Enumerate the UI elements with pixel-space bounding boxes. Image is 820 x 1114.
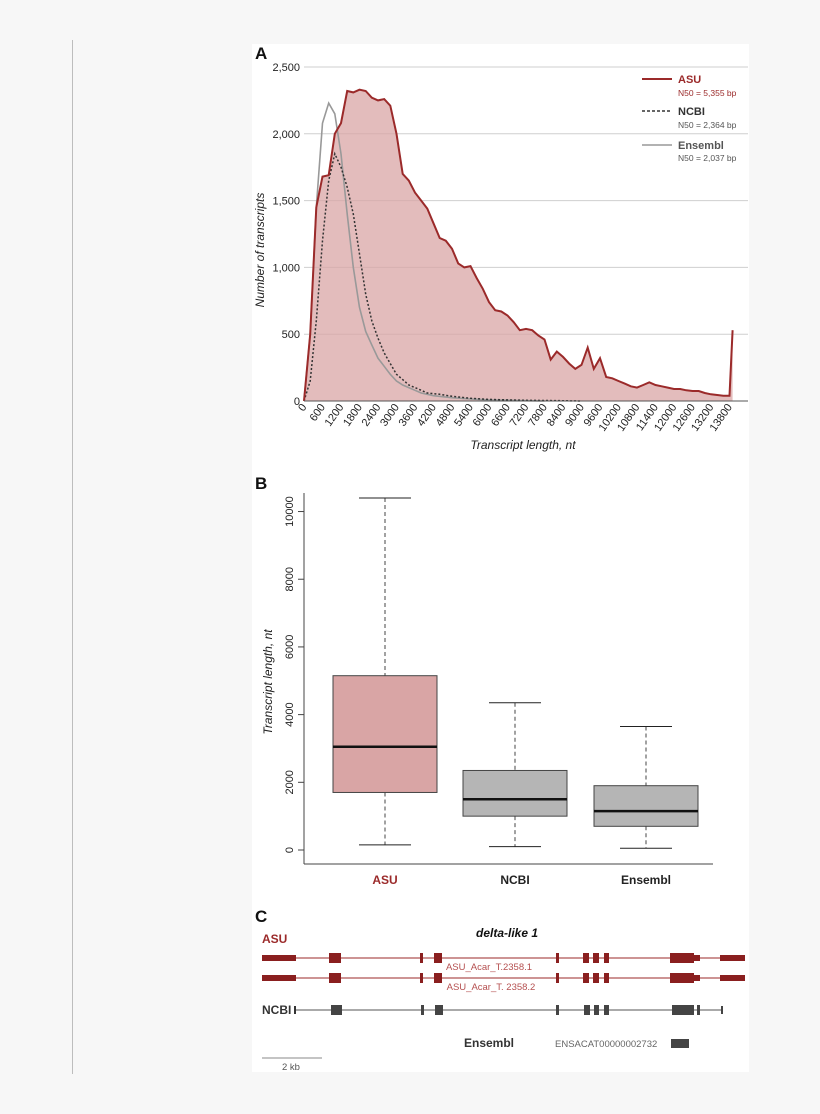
panel-a-xlabel: Transcript length, nt: [470, 438, 576, 452]
legend-ensembl-name: Ensembl: [678, 140, 724, 152]
panel-a-ylabel: Number of transcripts: [253, 193, 267, 308]
category-ncbi: NCBI: [500, 873, 529, 887]
xtick-a-9000: 9000: [563, 402, 587, 429]
gene-asu-label: ASU: [262, 932, 287, 946]
xtick-a-7200: 7200: [508, 402, 532, 429]
asu-line: [303, 88, 734, 402]
panel-b-ylabel: Transcript length, nt: [261, 629, 275, 735]
xtick-a-6600: 6600: [489, 402, 513, 429]
ytick-b-2000: 2000: [284, 770, 296, 794]
ytick-b-4000: 4000: [284, 702, 296, 726]
panel-b-boxes: [332, 497, 699, 849]
legend-ncbi-name: NCBI: [678, 106, 705, 118]
panel-b-categories: ASU NCBI Ensembl: [372, 873, 671, 887]
ncbi-line: [303, 151, 582, 402]
ytick-b-0: 0: [284, 847, 296, 853]
asu-area: [304, 89, 733, 401]
ytick-a-2500: 2,500: [272, 62, 300, 74]
ensembl-transcript-track: [671, 1039, 689, 1048]
panel-a-series: [303, 88, 734, 402]
xtick-a-2400: 2400: [360, 402, 384, 429]
xtick-a-3000: 3000: [378, 402, 402, 429]
ytick-a-0: 0: [294, 396, 300, 408]
panel-c-label: C: [255, 907, 267, 926]
xtick-a-4800: 4800: [434, 402, 458, 429]
xtick-a-1200: 1200: [323, 402, 347, 429]
asu-transcript-1-track: [262, 953, 745, 963]
page-divider-line: [72, 40, 73, 1074]
xtick-a-3600: 3600: [397, 402, 421, 429]
asu-transcript-1-label: ASU_Acar_T.2358.1: [446, 962, 532, 973]
legend-asu-n50: N50 = 5,355 bp: [678, 88, 737, 98]
box-asu: [332, 675, 438, 793]
gene-ensembl-label: Ensembl: [464, 1036, 514, 1050]
box-ensembl: [593, 785, 699, 827]
category-asu: ASU: [372, 873, 397, 887]
ytick-a-1000: 1,000: [272, 262, 300, 274]
panel-b-y-ticks: 0 2000 4000 6000 8000 10000: [284, 496, 304, 853]
panel-a-x-ticks: 0600120018002400300036004200480054006000…: [296, 402, 735, 434]
xtick-a-7800: 7800: [526, 402, 550, 429]
legend-asu-name: ASU: [678, 74, 701, 86]
ensembl-transcript-id: ENSACAT00000002732: [555, 1039, 657, 1050]
xtick-a-0: 0: [296, 402, 309, 414]
ytick-b-10000: 10000: [284, 496, 296, 527]
panel-a-y-ticks: 0 500 1,000 1,500 2,000 2,500: [272, 62, 300, 408]
xtick-a-4200: 4200: [415, 402, 439, 429]
ytick-a-1500: 1,500: [272, 196, 300, 208]
panel-a-label: A: [255, 44, 267, 63]
asu-transcript-2-track: [262, 973, 745, 983]
ytick-a-2000: 2,000: [272, 129, 300, 141]
ytick-a-500: 500: [282, 329, 300, 341]
xtick-a-6000: 6000: [471, 402, 495, 429]
xtick-a-1800: 1800: [341, 402, 365, 429]
ytick-b-8000: 8000: [284, 567, 296, 591]
scale-bar-label: 2 kb: [282, 1062, 300, 1073]
panel-b-label: B: [255, 474, 267, 493]
ytick-b-6000: 6000: [284, 635, 296, 659]
gene-ncbi-label: NCBI: [262, 1003, 291, 1017]
legend-ncbi-n50: N50 = 2,364 bp: [678, 120, 737, 130]
gene-title: delta-like 1: [476, 926, 538, 940]
box-ncbi: [462, 769, 568, 817]
xtick-a-8400: 8400: [545, 402, 569, 429]
ensembl-line: [303, 101, 545, 402]
asu-transcript-2-label: ASU_Acar_T. 2358.2: [447, 982, 536, 993]
legend-ensembl-n50: N50 = 2,037 bp: [678, 153, 737, 163]
category-ensembl: Ensembl: [621, 873, 671, 887]
xtick-a-5400: 5400: [452, 402, 476, 429]
ncbi-transcript-track: [294, 1005, 723, 1015]
panel-a-legend: ASU N50 = 5,355 bp NCBI N50 = 2,364 bp E…: [642, 74, 737, 163]
